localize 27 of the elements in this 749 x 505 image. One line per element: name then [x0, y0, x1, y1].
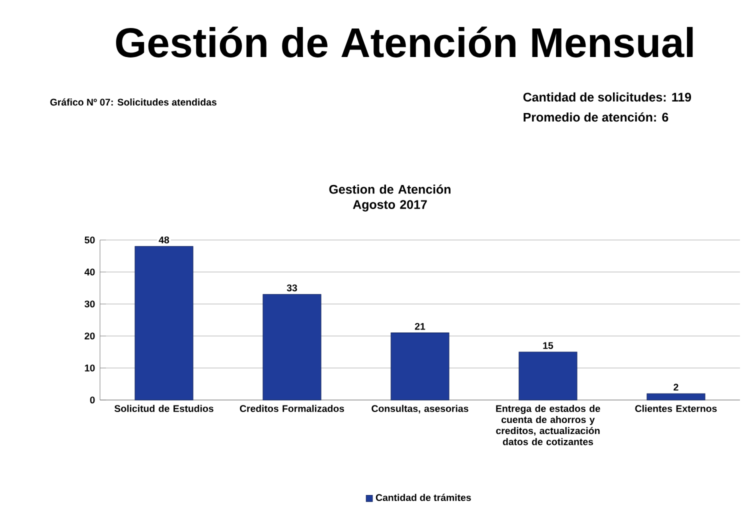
text: Promedio de atención: 6: [524, 112, 668, 122]
y-tick-label: 50: [84, 236, 95, 244]
bar: [646, 393, 706, 400]
bar: [390, 332, 450, 400]
y-tick-label: 30: [84, 300, 95, 308]
data-label: 15: [543, 342, 554, 349]
bar: [262, 294, 322, 400]
y-tick-label: 40: [84, 268, 95, 276]
x-tick-label: Solicitud de Estudios: [114, 404, 214, 412]
y-tick-label: 20: [84, 332, 95, 340]
legend-label: Cantidad de trámites: [376, 494, 471, 501]
y-tick-label: 10: [84, 364, 95, 372]
data-label: 33: [286, 284, 298, 292]
chart-subtitle: Gestion de Atención Agosto 2017: [329, 184, 450, 212]
x-tick-label: Creditos Formalizados: [240, 404, 344, 412]
x-tick-label: Entrega de estados de cuenta de ahorros y creditos, actualización datos de cotizantes: [496, 404, 600, 446]
text: Gráfico Nº 07: Solicitudes atendidas: [50, 98, 216, 106]
data-label: 2: [674, 384, 678, 391]
bar: [134, 246, 194, 400]
text: Cantidad de solicitudes: 119: [523, 92, 692, 102]
y-tick-label: 0: [90, 396, 95, 404]
x-tick-label: Clientes Externos: [635, 404, 717, 412]
chart-title: Gestión de Atención Mensual: [116, 26, 693, 58]
x-tick-label: Consultas, asesorias: [372, 404, 468, 414]
data-label: 48: [158, 236, 170, 244]
bar: [518, 352, 578, 400]
data-label: 21: [414, 323, 426, 330]
